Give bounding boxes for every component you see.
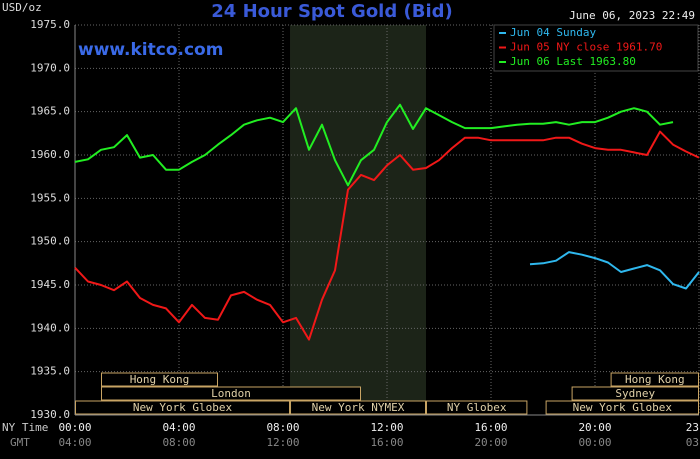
- series-line: [74, 103, 674, 187]
- y-tick-label: 1975.0: [30, 18, 70, 31]
- session-label: Hong Kong: [625, 373, 685, 386]
- x-tick-label: 20:00: [578, 421, 611, 434]
- y-tick-label: 1970.0: [30, 61, 70, 74]
- x-tick-label: 12:00: [370, 421, 403, 434]
- session-bar: [290, 400, 426, 415]
- timestamp: June 06, 2023 22:49: [569, 9, 695, 22]
- x-tick-label: 08:00: [266, 421, 299, 434]
- session-bar: [75, 400, 291, 415]
- shade-region: [290, 25, 426, 415]
- legend-label: Jun 05 NY close 1961.70: [510, 41, 662, 54]
- legend-box: [493, 24, 699, 72]
- x2-tick-label: 16:00: [370, 436, 403, 449]
- session-label: Hong Kong: [130, 373, 190, 386]
- y-tick-label: 1950.0: [30, 235, 70, 248]
- series-line: [529, 251, 700, 290]
- x2-axis-label: GMT: [10, 436, 30, 449]
- x2-tick-label: 04:00: [58, 436, 91, 449]
- y-tick-label: 1940.0: [30, 321, 70, 334]
- session-bar: [545, 400, 699, 415]
- session-label: NY Globex: [447, 401, 507, 414]
- session-bar: [610, 372, 699, 387]
- chart-title: 24 Hour Spot Gold (Bid): [211, 1, 452, 22]
- y-tick-label: 1965.0: [30, 105, 70, 118]
- session-label: London: [211, 387, 251, 400]
- x2-tick-label: 20:00: [474, 436, 507, 449]
- y-tick-label: 1935.0: [30, 365, 70, 378]
- session-bar: [101, 372, 218, 387]
- x-tick-label: 16:00: [474, 421, 507, 434]
- session-bar: [426, 400, 528, 415]
- legend-label: Jun 04 Sunday: [510, 26, 596, 39]
- x-axis-label: NY Time: [2, 421, 48, 434]
- session-label: New York Globex: [573, 401, 673, 414]
- x2-tick-label: 12:00: [266, 436, 299, 449]
- legend-label: Jun 06 Last 1963.80: [510, 55, 636, 68]
- y-tick-label: 1945.0: [30, 278, 70, 291]
- unit-label: USD/oz: [2, 1, 42, 14]
- x-tick-label: 23:5: [686, 421, 700, 434]
- session-label: New York Globex: [133, 401, 233, 414]
- x-tick-label: 04:00: [162, 421, 195, 434]
- y-tick-label: 1930.0: [30, 408, 70, 421]
- x-tick-label: 00:00: [58, 421, 91, 434]
- session-label: New York NYMEX: [312, 401, 405, 414]
- y-tick-label: 1960.0: [30, 148, 70, 161]
- watermark: www.kitco.com: [78, 40, 223, 60]
- session-label: Sydney: [615, 387, 655, 400]
- x2-tick-label: 00:00: [578, 436, 611, 449]
- session-bar: [571, 386, 699, 401]
- x2-tick-label: 03:5: [686, 436, 700, 449]
- session-bar: [101, 386, 361, 401]
- series-line: [74, 130, 700, 341]
- y-tick-label: 1955.0: [30, 191, 70, 204]
- x2-tick-label: 08:00: [162, 436, 195, 449]
